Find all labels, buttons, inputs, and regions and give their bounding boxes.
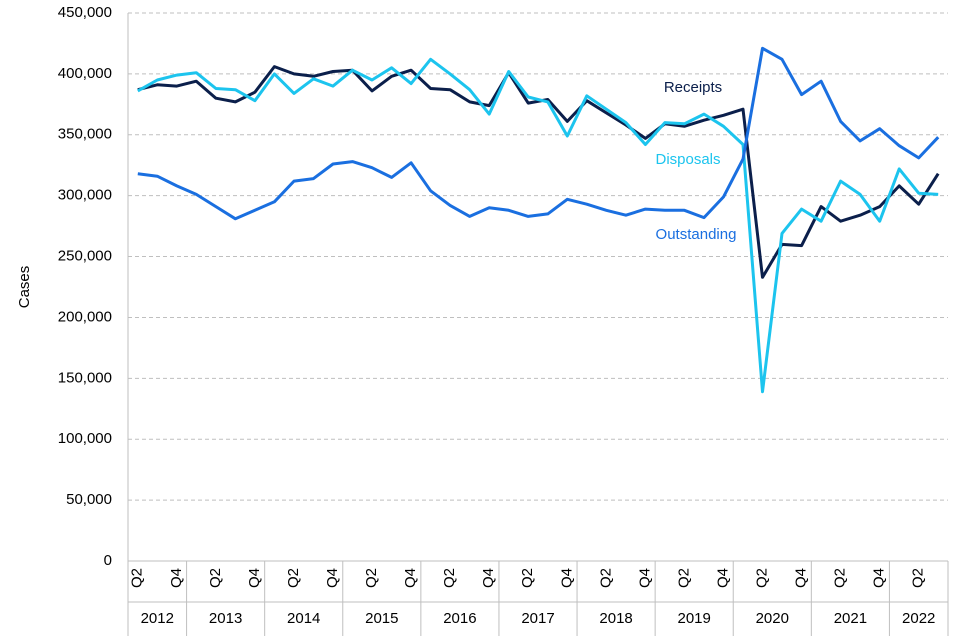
series-line [137, 57, 939, 394]
x-tick-label: Q4 [480, 568, 497, 588]
year-label: 2014 [287, 610, 320, 627]
y-tick-label: 450,000 [58, 4, 112, 21]
y-tick-label: 0 [104, 552, 112, 569]
series-line [137, 46, 940, 221]
year-label: 2018 [599, 610, 632, 627]
y-tick-label: 150,000 [58, 369, 112, 386]
y-tick-label: 350,000 [58, 126, 112, 143]
y-tick-label: 250,000 [58, 248, 112, 265]
year-label: 2017 [521, 610, 554, 627]
x-tick-label: Q2 [832, 568, 849, 588]
x-tick-label: Q2 [675, 568, 692, 588]
year-label: 2019 [678, 610, 711, 627]
year-label: 2021 [834, 610, 867, 627]
y-tick-label: 200,000 [58, 308, 112, 325]
year-label: 2013 [209, 610, 242, 627]
x-tick-label: Q2 [129, 568, 146, 588]
x-tick-label: Q2 [207, 568, 224, 588]
x-tick-label: Q4 [168, 568, 185, 588]
y-tick-label: 100,000 [58, 430, 112, 447]
year-label: 2016 [443, 610, 476, 627]
x-tick-label: Q4 [871, 568, 888, 588]
x-tick-label: Q4 [402, 568, 419, 588]
x-tick-label: Q2 [597, 568, 614, 588]
x-tick-label: Q2 [285, 568, 302, 588]
year-label: 2012 [141, 610, 174, 627]
series-label: Disposals [655, 151, 720, 168]
y-tick-label: 300,000 [58, 187, 112, 204]
x-tick-label: Q2 [363, 568, 380, 588]
y-axis-title: Cases [16, 266, 33, 309]
x-tick-label: Q4 [558, 568, 575, 588]
y-tick-label: 400,000 [58, 65, 112, 82]
year-label: 2015 [365, 610, 398, 627]
year-label: 2022 [902, 610, 935, 627]
year-label: 2020 [756, 610, 789, 627]
series-label: Outstanding [656, 226, 737, 243]
x-tick-label: Q4 [246, 568, 263, 588]
x-tick-label: Q4 [714, 568, 731, 588]
y-tick-label: 50,000 [66, 491, 112, 508]
series-label: Receipts [664, 79, 722, 96]
x-tick-label: Q2 [519, 568, 536, 588]
series-line [137, 65, 940, 279]
x-tick-label: Q2 [910, 568, 927, 588]
x-tick-label: Q4 [636, 568, 653, 588]
x-tick-label: Q4 [324, 568, 341, 588]
x-tick-label: Q4 [793, 568, 810, 588]
x-tick-label: Q2 [753, 568, 770, 588]
x-tick-label: Q2 [441, 568, 458, 588]
